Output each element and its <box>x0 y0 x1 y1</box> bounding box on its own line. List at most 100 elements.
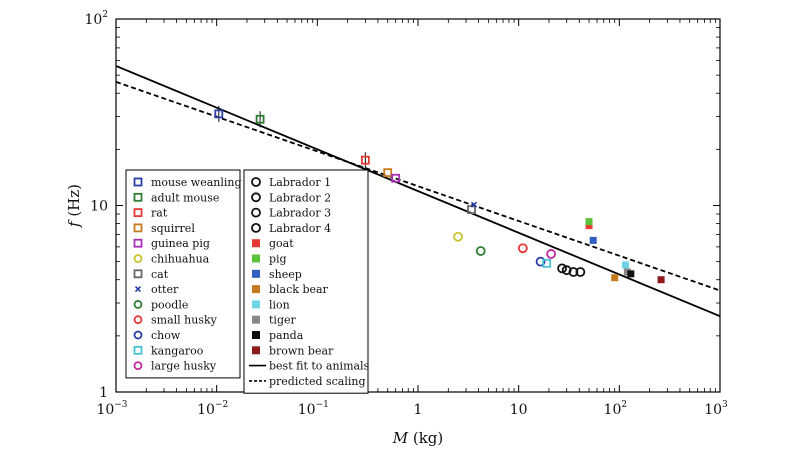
legend-marker-brown-bear <box>252 346 260 355</box>
x-tick-label-base: 1 <box>414 402 423 418</box>
legend-label-pig: pig <box>269 253 287 266</box>
y-axis-label-unit: (Hz) <box>65 184 83 221</box>
legend-marker-mouse-weanling <box>133 177 143 187</box>
x-tick-label-base: 10 <box>704 402 722 418</box>
legend-label-squirrel: squirrel <box>151 222 195 235</box>
data-points <box>214 105 665 284</box>
legend-marker-guinea-pig <box>133 238 143 248</box>
legend-marker-lion <box>252 300 260 309</box>
legend-label-otter: otter <box>151 283 179 296</box>
x-tick-label-base: 10 <box>298 402 316 418</box>
legend-marker-black-bear <box>252 285 260 294</box>
x-tick-label-exp: 3 <box>722 400 728 410</box>
point-small-husky <box>517 243 528 254</box>
point-kangaroo <box>542 258 552 268</box>
legend-label-poodle: poodle <box>151 298 188 311</box>
legend-marker-labrador-4 <box>251 222 261 233</box>
x-tick-label: 102 <box>604 400 628 418</box>
x-axis-label: M (kg) <box>392 429 444 447</box>
point-chihuahua <box>453 231 463 242</box>
legend-label-chihuahua: chihuahua <box>151 253 210 266</box>
y-tick-label: 1 <box>99 385 108 401</box>
axis-labels: M (kg) f (Hz) <box>65 184 443 447</box>
legend-marker-labrador-2 <box>251 192 261 203</box>
legend-label-labrador-2: Labrador 2 <box>269 191 331 204</box>
legend-marker-goat <box>252 239 260 248</box>
x-tick-label: 10−1 <box>298 400 329 418</box>
x-tick-label: 10−2 <box>197 400 228 418</box>
legend-label-black-bear: black bear <box>269 283 329 296</box>
legend-label-cat: cat <box>151 268 169 281</box>
legend-label-sheep: sheep <box>269 268 302 281</box>
y-tick-label-base: 10 <box>84 12 102 28</box>
legend-label-predicted-scaling: predicted scaling <box>269 375 366 388</box>
y-tick-label: 102 <box>84 10 108 28</box>
legend-label-tiger: tiger <box>269 314 296 327</box>
legend-marker-chihuahua <box>133 254 143 263</box>
point-large-husky <box>546 249 557 259</box>
line-best-fit-to-animals <box>115 65 721 318</box>
legend-marker-squirrel <box>133 223 143 233</box>
point-brown-bear <box>657 276 665 284</box>
legend-marker-labrador-1 <box>251 177 261 187</box>
legend-label-brown-bear: brown bear <box>269 344 334 357</box>
y-axis-label: f (Hz) <box>65 184 83 228</box>
legend-label-chow: chow <box>151 329 181 342</box>
legend-label-best-fit-to-animals: best fit to animals <box>269 360 370 373</box>
x-tick-label-exp: 2 <box>621 400 627 410</box>
point-rat <box>360 155 370 165</box>
point-otter <box>470 201 478 208</box>
legend-marker-cat <box>133 269 143 279</box>
x-tick-label-base: 10 <box>510 402 528 418</box>
legend-marker-labrador-3 <box>251 207 261 218</box>
legend-label-large-husky: large husky <box>151 360 217 373</box>
legend-marker-rat <box>133 208 143 218</box>
point-mouse-weanling <box>214 109 224 119</box>
point-squirrel <box>383 168 393 178</box>
legend-marker-panda <box>252 331 260 339</box>
x-axis-label-unit: (kg) <box>408 429 443 447</box>
legend-marker-otter <box>134 286 142 293</box>
point-labrador-4 <box>575 267 586 277</box>
x-axis-label-var: M <box>392 429 409 447</box>
x-tick-label: 10 <box>510 402 528 418</box>
legend-label-rat: rat <box>151 207 168 220</box>
legend-marker-chow <box>133 330 143 340</box>
x-tick-label-exp: −2 <box>215 400 228 410</box>
x-tick-label-exp: −3 <box>114 400 128 410</box>
x-tick-label-base: 10 <box>604 402 622 418</box>
point-otter-stroke-b <box>470 201 478 208</box>
point-sheep <box>589 236 597 244</box>
y-tick-label-base: 1 <box>99 385 108 401</box>
legend-label-adult-mouse: adult mouse <box>151 191 219 204</box>
legend-marker-large-husky <box>133 361 143 371</box>
legend-label-small-husky: small husky <box>151 314 218 327</box>
y-axis-label-var: f <box>65 219 83 228</box>
point-poodle <box>475 246 486 256</box>
point-labrador-3 <box>568 267 579 277</box>
legend-marker-small-husky <box>133 315 143 325</box>
legend-label-guinea-pig: guinea pig <box>151 237 210 250</box>
legend-marker-adult-mouse <box>133 192 143 202</box>
legend-label-mouse-weanling: mouse weanling <box>151 176 242 189</box>
legend-marker-kangaroo <box>133 345 143 355</box>
x-tick-label-exp: −1 <box>316 400 329 410</box>
y-tick-label-exp: 2 <box>102 10 108 20</box>
legend-label-kangaroo: kangaroo <box>151 344 204 357</box>
x-tick-label: 1 <box>414 402 423 418</box>
legend-label-panda: panda <box>269 329 304 342</box>
legend-label-lion: lion <box>269 298 290 311</box>
legend-marker-sheep <box>252 269 260 278</box>
point-goat <box>585 222 593 230</box>
x-tick-label: 10−3 <box>96 400 127 418</box>
point-lion <box>621 261 629 269</box>
x-tick-label-base: 10 <box>96 402 114 418</box>
legend-marker-tiger <box>252 315 260 324</box>
legend-box-2 <box>243 169 369 394</box>
legend: mouse weanling adult mouse rat squirrel guin… <box>125 169 370 394</box>
y-tick-label: 10 <box>90 199 108 215</box>
point-adult-mouse <box>255 114 265 124</box>
legend-marker-pig <box>252 254 260 263</box>
